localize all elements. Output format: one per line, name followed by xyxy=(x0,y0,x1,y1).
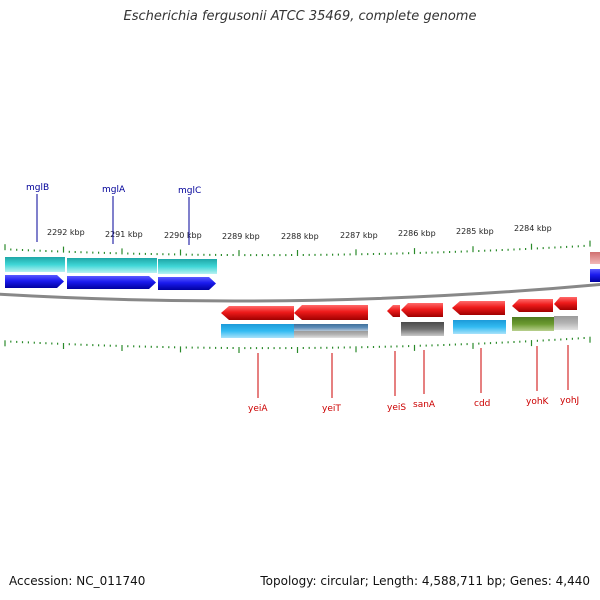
gene-label-mglC: mglC xyxy=(178,186,201,196)
scale-label: 2285 kbp xyxy=(456,227,494,236)
gene-arrow-yeiA xyxy=(221,306,294,320)
scale-label: 2289 kbp xyxy=(222,232,260,241)
cds-track-segment xyxy=(453,320,506,334)
gene-arrow-mglC xyxy=(158,277,216,290)
genome-backbone xyxy=(0,282,600,303)
map-title: Escherichia fergusonii ATCC 35469, compl… xyxy=(123,9,477,24)
accession-text: Accession: NC_011740 xyxy=(9,574,146,588)
gene-arrow-yohJ xyxy=(554,297,577,310)
cds-track-segment xyxy=(294,331,368,338)
upper-scale-ticks xyxy=(4,240,591,257)
gene-label-yeiT: yeiT xyxy=(322,404,341,414)
edge-feature xyxy=(590,252,600,264)
scale-label: 2290 kbp xyxy=(164,231,202,240)
gene-label-yohJ: yohJ xyxy=(560,396,579,406)
gene-label-mglB: mglB xyxy=(26,183,49,193)
gene-arrow-sanA xyxy=(401,303,443,317)
gene-label-cdd: cdd xyxy=(474,399,490,409)
scale-label: 2286 kbp xyxy=(398,229,436,238)
gene-arrow-yohK xyxy=(512,299,553,312)
gene-label-mglA: mglA xyxy=(102,185,126,195)
cds-track-segment xyxy=(294,324,368,331)
lower-scale-ticks xyxy=(4,336,591,353)
scale-label: 2287 kbp xyxy=(340,231,378,240)
gene-arrow-yeiS xyxy=(387,305,400,317)
gene-arrow-yeiT xyxy=(294,305,368,320)
cds-track-segment xyxy=(401,322,444,336)
cds-track-segment xyxy=(512,317,554,331)
scale-label: 2292 kbp xyxy=(47,228,85,237)
cds-track-segment xyxy=(221,324,295,338)
gene-label-sanA: sanA xyxy=(413,400,436,410)
scale-label: 2288 kbp xyxy=(281,232,319,241)
gene-label-yeiA: yeiA xyxy=(248,404,268,414)
gene-arrow-mglA xyxy=(67,276,156,289)
gene-label-yeiS: yeiS xyxy=(387,403,406,413)
edge-feature xyxy=(590,269,600,282)
scale-label: 2284 kbp xyxy=(514,224,552,233)
gene-arrow-cdd xyxy=(452,301,505,315)
gene-label-yohK: yohK xyxy=(526,397,550,407)
cds-track-segment xyxy=(158,259,217,274)
gene-arrow-mglB xyxy=(5,275,64,288)
scale-label: 2291 kbp xyxy=(105,230,143,239)
cds-track-segment xyxy=(5,257,65,272)
cds-track-segment xyxy=(554,316,578,330)
genome-summary-text: Topology: circular; Length: 4,588,711 bp… xyxy=(260,574,590,588)
cds-track-segment xyxy=(67,258,157,273)
